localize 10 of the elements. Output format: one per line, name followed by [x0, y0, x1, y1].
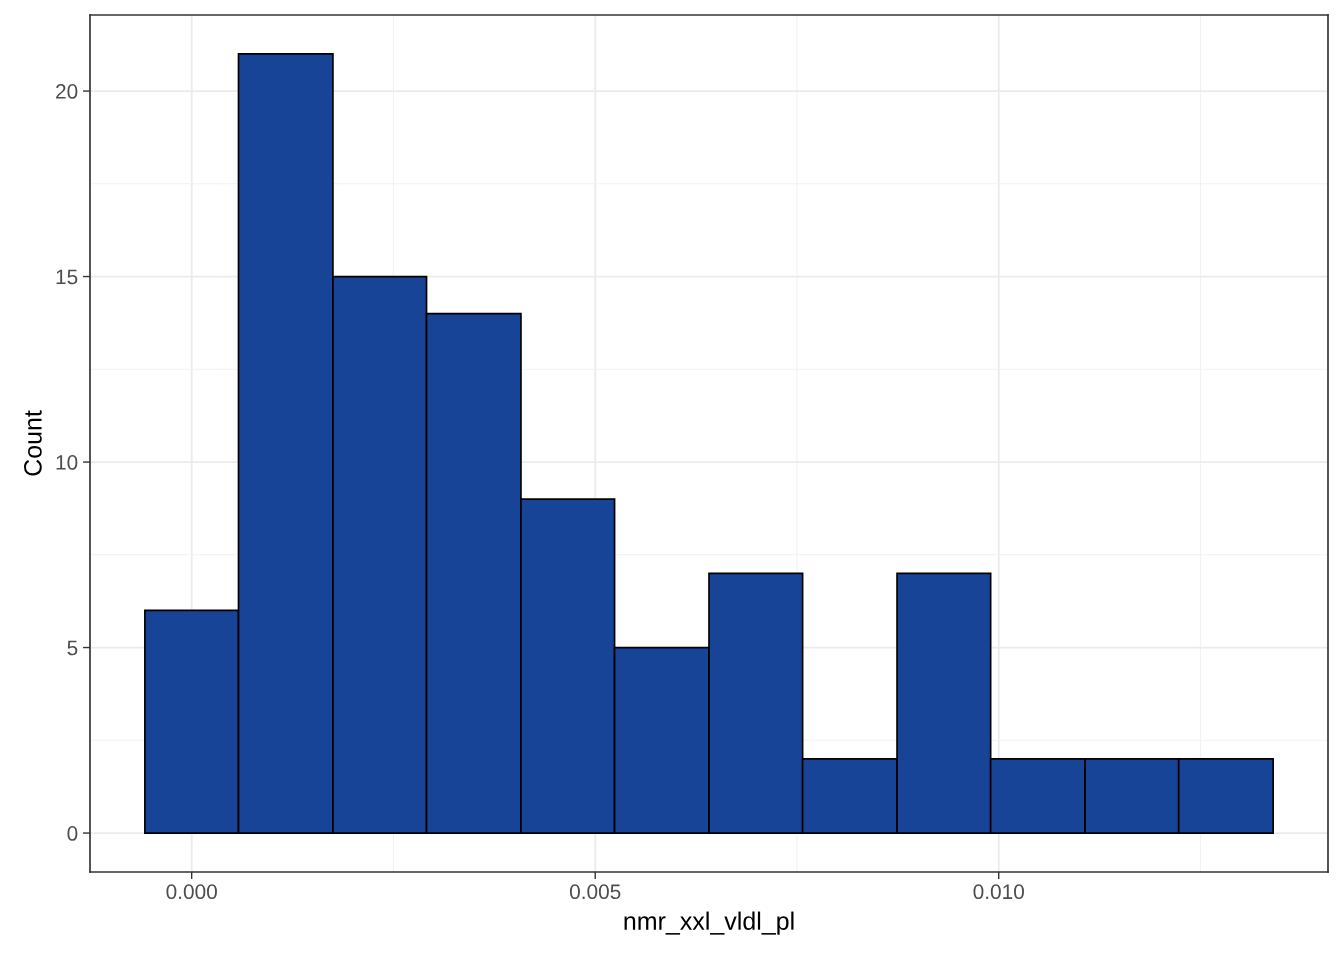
- y-tick-label: 10: [56, 455, 78, 470]
- y-tick-label: 15: [56, 269, 78, 285]
- x-tick-label: 0.000: [166, 884, 217, 900]
- y-tick-label: 0: [67, 826, 78, 841]
- x-tick-label: 0.005: [569, 884, 621, 900]
- y-axis-title: Count: [24, 410, 42, 476]
- x-tick-label: 0.010: [973, 884, 1024, 900]
- y-tick-label: 20: [56, 84, 78, 99]
- x-axis-title: nmr_xxl_vldl_pl: [624, 911, 794, 935]
- y-tick-label: 5: [67, 640, 78, 656]
